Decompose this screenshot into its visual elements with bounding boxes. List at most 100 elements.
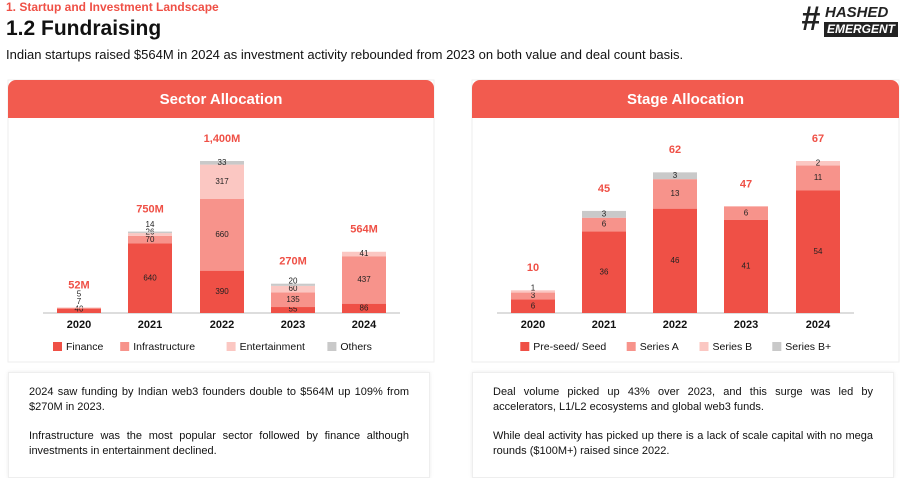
bar-segment — [128, 233, 172, 236]
legend-swatch — [772, 342, 782, 351]
bar-segment — [271, 283, 315, 286]
panel-header — [8, 108, 434, 118]
bar-segment — [271, 307, 315, 313]
legend-label: Others — [340, 341, 372, 353]
total-label: 67 — [812, 133, 824, 145]
data-label: 317 — [215, 177, 229, 186]
logo-text: EMERGENT — [827, 22, 897, 36]
legend-label: Finance — [66, 341, 104, 353]
logo-band — [824, 22, 898, 37]
note-box: Deal volume picked up 43% over 2023, and… — [472, 372, 894, 478]
data-label: 1 — [531, 284, 536, 293]
data-label: 7 — [77, 297, 82, 306]
bar-segment — [271, 292, 315, 308]
bar-segment — [796, 161, 840, 166]
bar-segment — [200, 164, 244, 199]
data-label: 3 — [673, 171, 678, 180]
data-label: 437 — [357, 275, 371, 284]
total-label: 47 — [740, 178, 752, 190]
bar-segment — [200, 270, 244, 313]
legend-label: Pre-seed/ Seed — [533, 341, 606, 353]
logo-mark: # — [801, 2, 820, 38]
data-label: 40 — [75, 305, 84, 314]
note-text: Infrastructure was the most popular sect… — [29, 430, 409, 457]
bar-segment — [128, 231, 172, 234]
data-label: 46 — [671, 256, 680, 265]
bar-segment — [200, 199, 244, 271]
bar-segment — [128, 243, 172, 313]
legend-swatch — [699, 342, 709, 351]
bar-segment — [57, 307, 101, 308]
data-label: 33 — [218, 158, 227, 167]
legend-label: Entertainment — [240, 341, 305, 353]
bar-segment — [342, 256, 386, 304]
data-label: 3 — [531, 291, 536, 300]
x-tick-label: 2021 — [592, 319, 616, 331]
total-label: 62 — [669, 144, 681, 156]
data-label: 6 — [531, 301, 536, 310]
data-label: 6 — [602, 220, 607, 229]
x-tick-label: 2022 — [663, 319, 687, 331]
section-label: 1. Startup and Investment Landscape — [6, 0, 219, 14]
legend-swatch — [120, 342, 130, 351]
bar-segment — [57, 308, 101, 313]
bar-segment — [342, 251, 386, 257]
note-text: While deal activity has picked up there … — [493, 430, 873, 457]
data-label: 2 — [816, 158, 821, 167]
bar-segment — [796, 165, 840, 191]
bar-segment — [724, 206, 768, 220]
bar-segment — [653, 208, 697, 313]
data-label: 11 — [814, 173, 823, 182]
bar-segment — [511, 292, 555, 300]
data-label: 55 — [289, 305, 298, 314]
legend-label: Series A — [640, 341, 679, 353]
bar-segment — [128, 235, 172, 244]
bar-segment — [724, 219, 768, 313]
data-label: 3 — [602, 209, 607, 218]
x-tick-label: 2024 — [352, 319, 377, 331]
chart-title: Sector Allocation — [160, 91, 283, 108]
data-label: 14 — [146, 220, 155, 229]
bar-segment — [342, 303, 386, 313]
x-tick-label: 2024 — [806, 319, 831, 331]
note-text: 2024 saw funding by Indian web3 founders… — [29, 386, 409, 413]
x-tick-label: 2023 — [281, 319, 305, 331]
bar-segment — [582, 231, 626, 313]
data-label: 5 — [77, 290, 82, 299]
total-label: 10 — [527, 262, 539, 274]
data-label: 54 — [814, 247, 823, 256]
legend-swatch — [520, 342, 530, 351]
legend-label: Infrastructure — [133, 341, 195, 353]
data-label: 660 — [215, 230, 229, 239]
total-label: 45 — [598, 183, 610, 195]
total-label: 1,400M — [204, 133, 241, 145]
bar-segment — [582, 217, 626, 232]
data-label: 41 — [360, 249, 369, 258]
data-label: 390 — [215, 287, 229, 296]
legend-label: Series B — [713, 341, 753, 353]
data-label: 36 — [600, 267, 609, 276]
legend-swatch — [226, 342, 236, 351]
total-label: 270M — [279, 256, 307, 268]
total-label: 564M — [350, 224, 378, 236]
x-tick-label: 2020 — [521, 319, 545, 331]
bar-segment — [271, 285, 315, 293]
bar-segment — [57, 307, 101, 309]
legend-swatch — [53, 342, 62, 351]
chart-title: Stage Allocation — [627, 91, 744, 108]
data-label: 6 — [744, 208, 749, 217]
x-tick-label: 2022 — [210, 319, 234, 331]
note-box: 2024 saw funding by Indian web3 founders… — [8, 372, 430, 478]
data-label: 60 — [289, 284, 298, 293]
bar-segment — [653, 179, 697, 209]
data-label: 86 — [360, 303, 369, 312]
logo: # HASHED EMERGENT — [801, 2, 898, 38]
data-label: 70 — [146, 235, 155, 244]
bar-segment — [582, 210, 626, 218]
x-tick-label: 2020 — [67, 319, 91, 331]
data-label: 135 — [286, 295, 300, 304]
data-label: 13 — [671, 189, 680, 198]
x-tick-label: 2021 — [138, 319, 162, 331]
